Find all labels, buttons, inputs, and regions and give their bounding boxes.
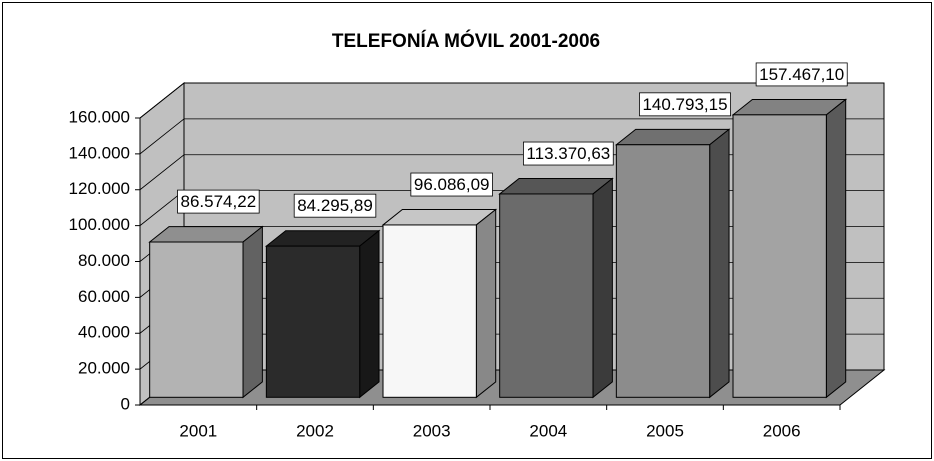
y-tick-label: 20.000 <box>78 359 130 378</box>
y-tick-label: 160.000 <box>69 107 130 126</box>
value-label: 157.467,10 <box>759 65 844 84</box>
bar <box>732 114 827 398</box>
y-tick-label: 140.000 <box>69 143 130 162</box>
bar-side <box>242 225 263 399</box>
bar-side <box>825 98 847 399</box>
value-label: 84.295,89 <box>297 196 373 215</box>
bar <box>265 245 361 398</box>
value-label-box <box>293 193 377 218</box>
x-tick-label: 2001 <box>179 421 217 440</box>
value-label-box <box>639 92 731 117</box>
x-tick-label: 2004 <box>529 421 567 440</box>
bar-side <box>592 177 613 399</box>
value-label: 113.370,63 <box>526 144 610 163</box>
y-tick-label: 60.000 <box>78 287 130 306</box>
chart-title: TELEFONÍA MÓVIL 2001-2006 <box>332 30 600 52</box>
bar <box>615 144 711 398</box>
x-tick-label: 2006 <box>763 421 801 440</box>
y-tick-label: 120.000 <box>69 179 130 198</box>
value-label-box <box>755 62 848 87</box>
value-label: 96.086,09 <box>414 175 490 194</box>
y-tick-label: 40.000 <box>78 323 130 342</box>
grid-line <box>139 82 884 119</box>
x-tick-label: 2005 <box>646 421 684 440</box>
value-label-box <box>523 141 614 166</box>
bar-side <box>475 208 497 399</box>
value-label: 86.574,22 <box>181 192 257 211</box>
y-tick-label: 80.000 <box>78 251 130 270</box>
grid-line <box>139 118 884 155</box>
bar-side <box>709 128 730 399</box>
y-tick-label: 100.000 <box>69 215 130 234</box>
value-label: 140.793,15 <box>642 95 727 114</box>
bar <box>382 224 477 398</box>
bar <box>149 241 244 398</box>
x-tick-label: 2002 <box>296 421 334 440</box>
bar-side <box>359 229 380 399</box>
value-label-box <box>177 189 260 214</box>
value-label-box <box>410 172 493 197</box>
bar <box>499 193 594 398</box>
x-tick-label: 2003 <box>413 421 451 440</box>
y-tick-label: 0 <box>121 394 130 413</box>
